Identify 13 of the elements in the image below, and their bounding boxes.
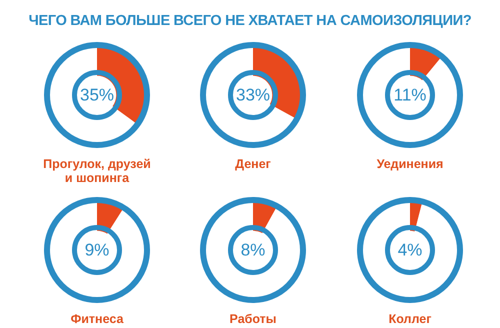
text: 35% [80, 86, 114, 105]
text: Денег [234, 157, 272, 171]
text: 9% [84, 240, 110, 260]
text: Уединения [376, 157, 444, 171]
text: Работы [228, 312, 278, 326]
text: 11% [394, 86, 426, 105]
text: Коллег [388, 312, 432, 326]
text: Фитнеса [70, 312, 124, 326]
text: 4% [398, 240, 422, 260]
text: 33% [236, 86, 270, 105]
text: ЧЕГО ВАМ БОЛЬШЕ ВСЕГО НЕ ХВАТАЕТ НА САМОИЗОЛЯЦИИ? [28, 13, 472, 29]
text: Прогулок, друзей и шопинга [42, 157, 152, 185]
text: 8% [240, 240, 266, 260]
